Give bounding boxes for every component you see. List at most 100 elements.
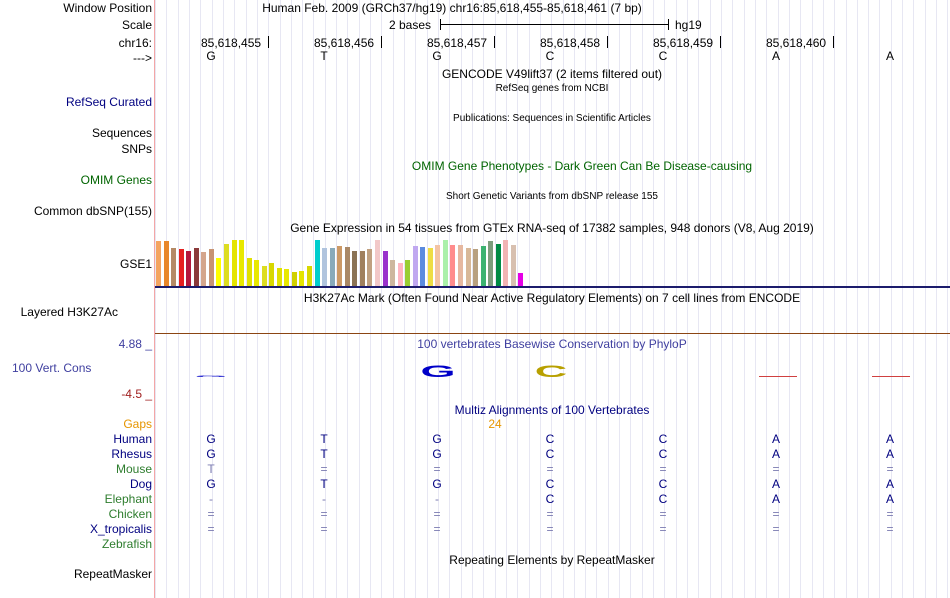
vert-cons-label[interactable]: 100 Vert. Cons <box>12 361 92 375</box>
grid-line <box>336 0 337 598</box>
gtex-tissue-bar[interactable] <box>208 249 214 286</box>
gtex-bar-graph[interactable] <box>155 237 950 286</box>
gtex-tissue-bar[interactable] <box>276 268 282 286</box>
snps-label[interactable]: SNPs <box>121 142 152 156</box>
gtex-tissue-bar[interactable] <box>397 263 403 286</box>
gencode-track-title[interactable]: GENCODE V49lift37 (2 items filtered out) <box>441 67 663 81</box>
gtex-tissue-bar[interactable] <box>299 271 305 286</box>
gtex-tissue-bar[interactable] <box>405 260 411 286</box>
grid-line <box>347 0 348 598</box>
gtex-tissue-bar[interactable] <box>427 248 433 286</box>
grid-line <box>302 0 303 598</box>
gtex-tissue-bar[interactable] <box>291 272 297 286</box>
gtex-tissue-bar[interactable] <box>178 249 184 286</box>
grid-line <box>246 0 247 598</box>
gtex-tissue-bar[interactable] <box>201 252 207 286</box>
gtex-tissue-bar[interactable] <box>344 247 350 286</box>
ruler-position-label: 85,618,456 <box>314 36 375 50</box>
grid-line <box>834 0 835 598</box>
gtex-tissue-bar[interactable] <box>510 245 516 286</box>
track-image-panel[interactable]: Human Feb. 2009 (GRCh37/hg19) chr16:85,6… <box>155 0 950 598</box>
gtex-tissue-bar[interactable] <box>367 249 373 286</box>
alignment-base: A <box>885 492 894 506</box>
gtex-tissue-bar[interactable] <box>239 240 244 286</box>
gtex-tissue-bar[interactable] <box>435 245 441 286</box>
omim-track-title[interactable]: OMIM Gene Phenotypes - Dark Green Can Be… <box>411 159 753 173</box>
gtex-tissue-bar[interactable] <box>254 260 260 286</box>
gtex-tissue-bar[interactable] <box>382 251 388 286</box>
refseq-track-title[interactable]: RefSeq genes from NCBI <box>495 83 609 94</box>
gtex-tissue-bar[interactable] <box>193 248 199 286</box>
publications-track-title[interactable]: Publications: Sequences in Scientific Ar… <box>453 113 651 124</box>
gtex-tissue-bar[interactable] <box>224 244 229 286</box>
gtex-tissue-bar[interactable] <box>458 245 463 286</box>
gtex-tissue-bar[interactable] <box>337 246 343 286</box>
grid-line <box>291 0 292 598</box>
dbsnp-track-title[interactable]: Short Genetic Variants from dbSNP releas… <box>446 191 658 202</box>
gtex-tissue-bar[interactable] <box>442 240 448 286</box>
grid-line <box>687 0 688 598</box>
gtex-tissue-bar[interactable] <box>269 263 275 286</box>
gtex-tissue-bar[interactable] <box>503 240 509 286</box>
gtex-tissue-bar[interactable] <box>284 269 290 286</box>
gtex-tissue-bar[interactable] <box>231 240 237 286</box>
gtex-tissue-bar[interactable] <box>186 251 192 286</box>
gtex-tissue-bar[interactable] <box>488 241 494 286</box>
repeatmasker-label[interactable]: RepeatMasker <box>73 567 152 581</box>
grid-line <box>812 0 813 598</box>
grid-line <box>483 0 484 598</box>
multiz-track-title[interactable]: Multiz Alignments of 100 Vertebrates <box>454 403 650 417</box>
gtex-tissue-bar[interactable] <box>495 244 501 286</box>
gtex-tissue-bar[interactable] <box>374 240 380 286</box>
phylop-track-title[interactable]: 100 vertebrates Basewise Conservation by… <box>417 337 687 351</box>
grid-line <box>393 0 394 598</box>
grid-line <box>495 0 496 598</box>
gtex-tissue-bar[interactable] <box>518 273 524 286</box>
alignment-base: A <box>885 477 894 491</box>
phylop-letter-g2: G <box>421 363 456 381</box>
grid-line <box>596 0 597 598</box>
gtex-tissue-bar[interactable] <box>261 266 267 286</box>
alignment-base: G <box>206 477 216 491</box>
sequences-label[interactable]: Sequences <box>91 126 152 140</box>
gtex-tissue-bar[interactable] <box>390 260 395 286</box>
grid-line <box>178 0 179 598</box>
grid-line <box>619 0 620 598</box>
gtex-tissue-bar[interactable] <box>412 246 418 286</box>
scale-assembly-text: hg19 <box>675 18 702 32</box>
gtex-tissue-bar[interactable] <box>352 251 358 286</box>
gtex-tissue-bar[interactable] <box>307 266 312 286</box>
omim-genes-label[interactable]: OMIM Genes <box>80 173 152 187</box>
common-dbsnp-label[interactable]: Common dbSNP(155) <box>33 204 152 218</box>
grid-line <box>280 0 281 598</box>
alignment-base: = <box>546 522 554 536</box>
gtex-tissue-bar[interactable] <box>420 247 426 286</box>
grid-line <box>370 0 371 598</box>
gtex-tissue-bar[interactable] <box>156 241 161 286</box>
ruler-tick <box>720 36 721 48</box>
refseq-curated-label[interactable]: RefSeq Curated <box>65 95 152 109</box>
gtex-tissue-bar[interactable] <box>450 245 456 286</box>
gse1-label[interactable]: GSE1 <box>119 257 152 271</box>
h3k27ac-track-title[interactable]: H3K27Ac Mark (Often Found Near Active Re… <box>303 291 801 305</box>
gtex-track-title[interactable]: Gene Expression in 54 tissues from GTEx … <box>290 221 814 235</box>
grid-line <box>698 0 699 598</box>
scale-label: Scale <box>121 18 152 32</box>
grid-line <box>947 0 948 598</box>
gtex-tissue-bar[interactable] <box>314 240 320 286</box>
gtex-tissue-bar[interactable] <box>216 258 222 286</box>
ruler-tick <box>381 36 382 48</box>
gtex-tissue-bar[interactable] <box>171 248 177 286</box>
gtex-tissue-bar[interactable] <box>473 249 479 286</box>
gtex-tissue-bar[interactable] <box>163 241 169 286</box>
gtex-tissue-bar[interactable] <box>465 248 471 286</box>
gtex-tissue-bar[interactable] <box>359 251 365 286</box>
gtex-tissue-bar[interactable] <box>480 246 486 286</box>
gtex-tissue-bar[interactable] <box>322 248 328 286</box>
layered-h3k27ac-label[interactable]: Layered H3K27Ac <box>20 305 118 319</box>
alignment-base: = <box>886 507 894 521</box>
repeatmasker-track-title[interactable]: Repeating Elements by RepeatMasker <box>449 553 655 567</box>
gtex-tissue-bar[interactable] <box>246 258 252 286</box>
species-elephant-label: Elephant <box>104 492 152 506</box>
gtex-tissue-bar[interactable] <box>329 248 335 286</box>
